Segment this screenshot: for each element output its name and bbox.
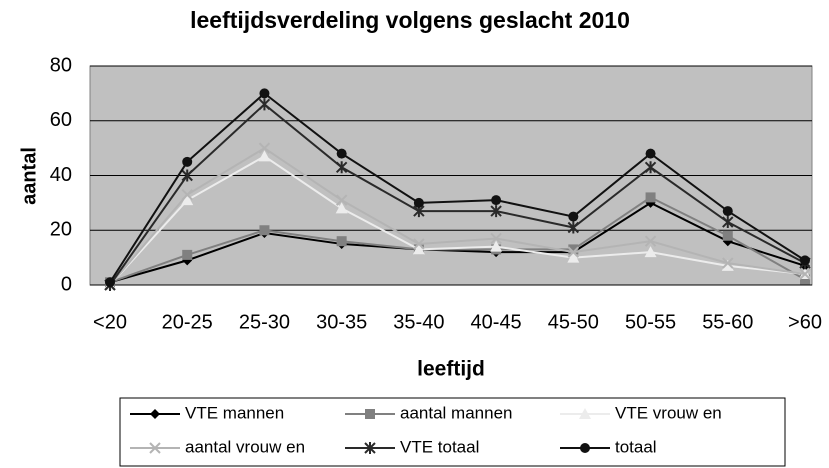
marker (490, 232, 502, 245)
marker (490, 240, 503, 252)
marker (722, 216, 734, 229)
marker (721, 259, 734, 271)
legend-label: aantal mannen (400, 403, 512, 422)
legend-label: aantal vrouw en (185, 437, 305, 456)
x-axis-label: leeftijd (417, 358, 485, 381)
marker (336, 236, 347, 247)
marker (182, 156, 193, 167)
marker (258, 98, 271, 111)
marker (580, 443, 590, 453)
marker (259, 88, 270, 99)
marker (182, 249, 193, 260)
marker (567, 246, 580, 258)
marker (491, 195, 502, 206)
y-tick-label: 0 (61, 273, 72, 295)
series-line (109, 201, 806, 284)
marker (490, 205, 502, 218)
x-tick-label: >60 (788, 311, 822, 333)
marker (258, 150, 271, 162)
marker (800, 255, 810, 266)
x-tick-label: 35-40 (393, 311, 444, 333)
series-line (109, 92, 806, 283)
marker (644, 161, 657, 174)
marker (568, 211, 579, 222)
x-tick-label: 25-30 (239, 311, 290, 333)
marker (259, 225, 270, 236)
marker (149, 442, 161, 454)
marker (182, 255, 193, 266)
marker (181, 169, 193, 182)
legend (119, 397, 786, 467)
chart-title: leeftijdsverdeling volgens geslacht 2010 (190, 7, 630, 33)
marker (335, 202, 348, 214)
x-tick-label: 40-45 (471, 311, 522, 333)
marker (644, 235, 657, 247)
marker (258, 142, 271, 154)
series-line (109, 146, 806, 286)
marker (567, 221, 580, 234)
marker (412, 243, 425, 255)
x-tick-label: 20-25 (162, 311, 213, 333)
legend-label: VTE mannen (185, 403, 284, 422)
x-tick-label: 55-60 (702, 311, 753, 333)
x-tick-label: 45-50 (548, 311, 599, 333)
marker (568, 244, 579, 255)
series-line (109, 196, 806, 284)
y-tick-label: 20 (50, 219, 72, 241)
marker (645, 192, 656, 203)
marker (645, 148, 656, 159)
marker (567, 251, 580, 263)
marker (799, 268, 811, 280)
legend-label: totaal (615, 437, 657, 456)
marker (335, 161, 348, 174)
marker (722, 257, 734, 269)
x-tick-label: <20 (93, 311, 127, 333)
marker (364, 442, 376, 454)
marker (800, 274, 810, 285)
legend-label: VTE vrouw en (615, 403, 722, 422)
marker (644, 246, 657, 258)
y-tick-label: 40 (50, 164, 72, 186)
marker (335, 194, 348, 206)
marker (579, 408, 591, 419)
series-line (109, 155, 806, 286)
marker (365, 409, 375, 419)
marker (150, 409, 160, 419)
marker (181, 194, 194, 206)
marker (722, 230, 733, 241)
marker (722, 206, 733, 217)
series-line (109, 103, 806, 286)
marker (413, 238, 425, 250)
x-tick-label: 50-55 (625, 311, 676, 333)
marker (336, 148, 347, 159)
marker (105, 277, 115, 288)
x-tick-label: 30-35 (316, 311, 367, 333)
y-tick-label: 80 (50, 54, 72, 76)
y-tick-label: 60 (50, 109, 72, 131)
marker (181, 188, 193, 201)
y-axis-label: aantal (18, 147, 40, 205)
marker (413, 197, 424, 208)
legend-label: VTE totaal (400, 437, 479, 456)
